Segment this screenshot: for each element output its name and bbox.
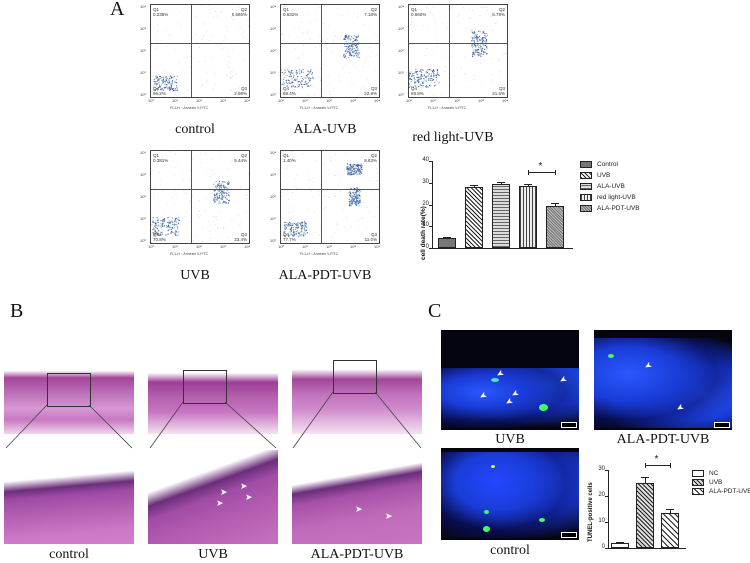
caption-he-ala-pdt-uvb: ALA-PDT-UVB (292, 547, 422, 563)
tunel-image-ala-pdt-uvb: ➤ ➤ (594, 330, 732, 430)
significance-star: * (655, 454, 659, 465)
tunel-image-control (441, 448, 579, 540)
bar-ala-pdt-uvb (661, 513, 679, 548)
y-tick: 10 (592, 518, 605, 524)
caption-tunel-ala-pdt-uvb: ALA-PDT-UVB (594, 432, 732, 448)
scale-bar (561, 422, 577, 428)
caption-he-uvb: UVB (148, 547, 278, 563)
tunel-image-uvb: ➤ ➤ ➤ ➤ ➤ (441, 330, 579, 430)
arrow-icon: ➤ (245, 493, 253, 503)
legend-item-ala-pdt-uvb: ALA-PDT-UVB (692, 488, 750, 495)
arrow-icon: ➤ (240, 482, 248, 492)
legend-item-uvb: UVB (692, 479, 722, 486)
scale-bar (714, 422, 730, 428)
he-image-control-high (4, 450, 134, 544)
arrow-icon: ➤ (385, 512, 393, 522)
caption-he-control: control (4, 547, 134, 563)
caption-tunel-uvb: UVB (441, 432, 579, 448)
scale-bar (561, 532, 577, 538)
y-tick: 30 (592, 466, 605, 472)
arrow-icon: ➤ (220, 488, 228, 498)
legend-item-nc: NC (692, 470, 718, 477)
he-image-uvb-high (148, 450, 278, 544)
he-image-ala-pdt-uvb-high (292, 450, 422, 544)
bar-uvb (636, 483, 654, 548)
y-tick: 0 (592, 544, 605, 550)
significance-bracket (645, 465, 670, 466)
panel-letter-c: C (428, 300, 441, 323)
y-tick: 20 (592, 492, 605, 498)
arrow-icon: ➤ (355, 505, 363, 515)
arrow-icon: ➤ (216, 499, 224, 509)
caption-tunel-control: control (441, 543, 579, 559)
bar-nc (611, 543, 629, 548)
